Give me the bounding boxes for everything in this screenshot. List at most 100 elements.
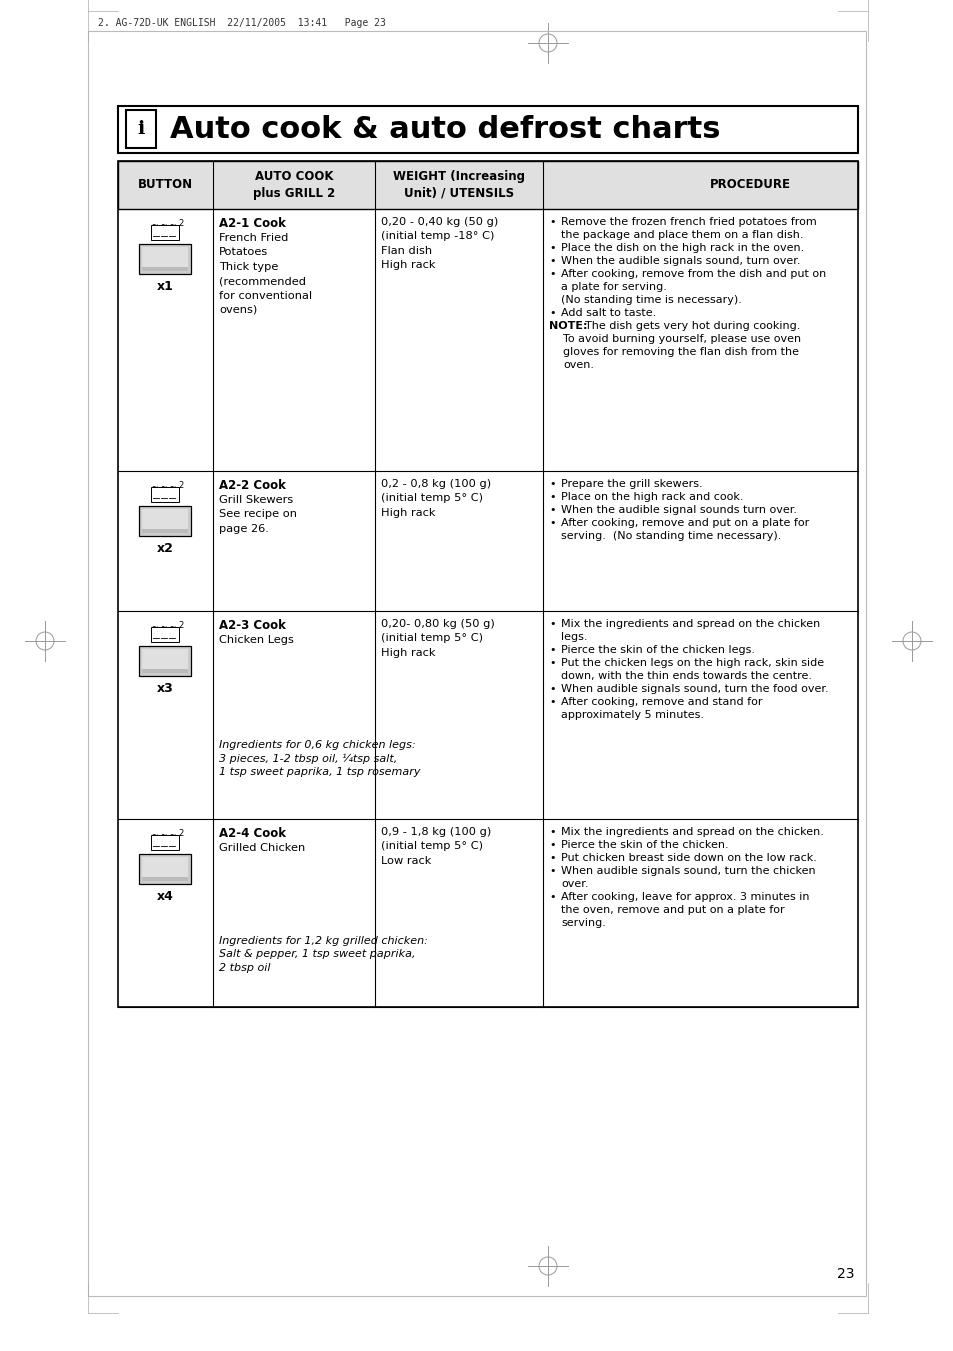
Bar [142, 267, 189, 272]
Text: WEIGHT (Increasing
Unit) / UTENSILS: WEIGHT (Increasing Unit) / UTENSILS [393, 170, 524, 200]
Text: NOTE:: NOTE: [548, 322, 587, 331]
Text: x1: x1 [157, 280, 173, 293]
Text: •: • [548, 505, 555, 515]
Text: •: • [548, 243, 555, 253]
Text: ~: ~ [160, 831, 167, 842]
Text: Remove the frozen french fried potatoes from: Remove the frozen french fried potatoes … [560, 218, 816, 227]
Text: When the audible signal sounds turn over.: When the audible signal sounds turn over… [560, 505, 796, 515]
Text: 23: 23 [837, 1267, 854, 1281]
Text: oven.: oven. [562, 359, 594, 370]
Text: AUTO COOK
plus GRILL 2: AUTO COOK plus GRILL 2 [253, 170, 335, 200]
Text: legs.: legs. [560, 632, 587, 642]
Text: •: • [548, 492, 555, 503]
Text: Auto cook & auto defrost charts: Auto cook & auto defrost charts [170, 115, 720, 145]
Text: After cooking, remove from the dish and put on: After cooking, remove from the dish and … [560, 269, 825, 280]
Text: Put the chicken legs on the high rack, skin side: Put the chicken legs on the high rack, s… [560, 658, 823, 667]
Text: x3: x3 [157, 682, 173, 694]
Text: Grilled Chicken: Grilled Chicken [219, 843, 305, 852]
Text: When audible signals sound, turn the chicken: When audible signals sound, turn the chi… [560, 866, 815, 875]
Text: After cooking, leave for approx. 3 minutes in: After cooking, leave for approx. 3 minut… [560, 892, 809, 902]
Text: i: i [137, 120, 145, 138]
Text: Pierce the skin of the chicken legs.: Pierce the skin of the chicken legs. [560, 644, 754, 655]
Text: x2: x2 [157, 542, 173, 555]
Text: ~: ~ [152, 222, 157, 231]
Text: a plate for serving.: a plate for serving. [560, 282, 666, 292]
Text: PROCEDURE: PROCEDURE [709, 178, 790, 192]
Text: After cooking, remove and put on a plate for: After cooking, remove and put on a plate… [560, 517, 808, 528]
Text: A2-2 Cook: A2-2 Cook [219, 480, 286, 492]
Text: •: • [548, 866, 555, 875]
Text: Mix the ingredients and spread on the chicken: Mix the ingredients and spread on the ch… [560, 619, 820, 630]
Bar [152, 835, 179, 850]
Bar [142, 530, 189, 534]
Text: •: • [548, 697, 555, 707]
Text: approximately 5 minutes.: approximately 5 minutes. [560, 711, 703, 720]
Text: •: • [548, 644, 555, 655]
Bar [126, 109, 156, 149]
Bar [152, 226, 179, 240]
Text: Ingredients for 0,6 kg chicken legs:
3 pieces, 1-2 tbsp oil, ¼tsp salt,
1 tsp sw: Ingredients for 0,6 kg chicken legs: 3 p… [219, 740, 420, 777]
Text: A2-1 Cook: A2-1 Cook [219, 218, 286, 230]
Text: A2-3 Cook: A2-3 Cook [219, 619, 286, 632]
Text: BUTTON: BUTTON [138, 178, 193, 192]
Text: •: • [548, 658, 555, 667]
Text: After cooking, remove and stand for: After cooking, remove and stand for [560, 697, 761, 707]
Text: •: • [548, 218, 555, 227]
Text: ~: ~ [152, 831, 157, 842]
Bar [142, 669, 189, 673]
Text: •: • [548, 827, 555, 838]
Text: When audible signals sound, turn the food over.: When audible signals sound, turn the foo… [560, 684, 828, 694]
Text: 2: 2 [178, 219, 184, 228]
Text: •: • [548, 480, 555, 489]
Bar [142, 857, 189, 881]
Bar [142, 877, 189, 881]
Text: •: • [548, 840, 555, 850]
Text: 0,20- 0,80 kg (50 g)
(initial temp 5° C)
High rack: 0,20- 0,80 kg (50 g) (initial temp 5° C)… [380, 619, 495, 658]
Text: serving.: serving. [560, 917, 605, 928]
Bar [142, 509, 189, 534]
Bar [139, 507, 192, 536]
Text: 0,20 - 0,40 kg (50 g)
(initial temp -18° C)
Flan dish
High rack: 0,20 - 0,40 kg (50 g) (initial temp -18°… [380, 218, 497, 270]
Text: Grill Skewers
See recipe on
page 26.: Grill Skewers See recipe on page 26. [219, 494, 296, 534]
Text: Chicken Legs: Chicken Legs [219, 635, 294, 644]
Text: •: • [548, 255, 555, 266]
Bar [118, 161, 857, 1006]
Text: Add salt to taste.: Add salt to taste. [560, 308, 656, 317]
Text: down, with the thin ends towards the centre.: down, with the thin ends towards the cen… [560, 671, 811, 681]
Text: the oven, remove and put on a plate for: the oven, remove and put on a plate for [560, 905, 783, 915]
Text: Ingredients for 1,2 kg grilled chicken:
Salt & pepper, 1 tsp sweet paprika,
2 tb: Ingredients for 1,2 kg grilled chicken: … [219, 935, 428, 973]
Text: A2-4 Cook: A2-4 Cook [219, 827, 286, 840]
Text: French Fried
Potatoes
Thick type
(recommended
for conventional
ovens): French Fried Potatoes Thick type (recomm… [219, 232, 312, 315]
Bar [139, 245, 192, 274]
Text: Prepare the grill skewers.: Prepare the grill skewers. [560, 480, 702, 489]
Text: •: • [548, 308, 555, 317]
Text: 0,2 - 0,8 kg (100 g)
(initial temp 5° C)
High rack: 0,2 - 0,8 kg (100 g) (initial temp 5° C)… [380, 480, 491, 517]
Text: 2. AG-72D-UK ENGLISH  22/11/2005  13:41   Page 23: 2. AG-72D-UK ENGLISH 22/11/2005 13:41 Pa… [98, 18, 385, 28]
Bar [142, 247, 189, 272]
Text: Put chicken breast side down on the low rack.: Put chicken breast side down on the low … [560, 852, 816, 863]
Text: •: • [548, 269, 555, 280]
Text: Place on the high rack and cook.: Place on the high rack and cook. [560, 492, 742, 503]
Bar [152, 627, 179, 642]
Text: ~: ~ [170, 222, 175, 231]
Text: Pierce the skin of the chicken.: Pierce the skin of the chicken. [560, 840, 728, 850]
Text: When the audible signals sound, turn over.: When the audible signals sound, turn ove… [560, 255, 800, 266]
Text: 2: 2 [178, 830, 184, 838]
Bar [139, 646, 192, 676]
Text: x4: x4 [157, 890, 173, 902]
Text: •: • [548, 517, 555, 528]
Text: 2: 2 [178, 481, 184, 490]
Bar [152, 486, 179, 503]
Bar [118, 161, 857, 209]
Text: •: • [548, 892, 555, 902]
Bar [118, 105, 857, 153]
Text: gloves for removing the flan dish from the: gloves for removing the flan dish from t… [562, 347, 799, 357]
Text: Place the dish on the high rack in the oven.: Place the dish on the high rack in the o… [560, 243, 803, 253]
Text: ~: ~ [160, 623, 167, 634]
Text: Mix the ingredients and spread on the chicken.: Mix the ingredients and spread on the ch… [560, 827, 823, 838]
Text: •: • [548, 619, 555, 630]
Text: •: • [548, 684, 555, 694]
Text: ~: ~ [170, 623, 175, 634]
Text: serving.  (No standing time necessary).: serving. (No standing time necessary). [560, 531, 781, 540]
Text: ~: ~ [152, 484, 157, 493]
